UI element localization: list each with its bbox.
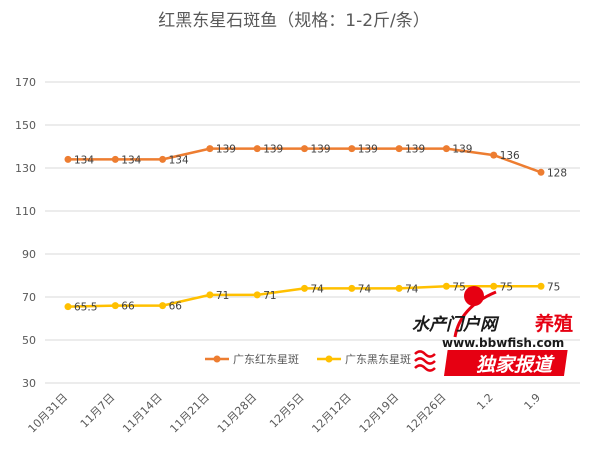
data-label: 71 bbox=[216, 290, 229, 302]
data-label: 134 bbox=[121, 154, 141, 166]
data-point bbox=[490, 151, 498, 159]
data-point bbox=[537, 168, 545, 176]
data-point bbox=[111, 302, 119, 310]
data-label: 74 bbox=[405, 283, 419, 295]
data-label: 139 bbox=[405, 144, 425, 156]
y-tick-label: 170 bbox=[15, 76, 36, 89]
data-label: 75 bbox=[547, 281, 560, 293]
y-tick-label: 70 bbox=[22, 291, 36, 304]
data-point bbox=[395, 145, 403, 153]
logo-url: www.bbwfish.com bbox=[442, 336, 564, 350]
data-point bbox=[348, 145, 356, 153]
watermark-logo: 水产门户网 养殖 www.bbwfish.com 独家报道 bbox=[412, 286, 573, 376]
logo-dot bbox=[464, 286, 484, 306]
data-point bbox=[537, 282, 545, 290]
data-point bbox=[395, 284, 403, 292]
y-tick-label: 150 bbox=[15, 119, 36, 132]
data-point bbox=[348, 284, 356, 292]
data-label: 65.5 bbox=[74, 302, 97, 314]
logo-slogan: 独家报道 bbox=[476, 354, 555, 376]
data-point bbox=[442, 282, 450, 290]
data-label: 128 bbox=[547, 167, 567, 179]
data-label: 66 bbox=[169, 301, 183, 313]
y-tick-label: 110 bbox=[15, 205, 36, 218]
data-label: 66 bbox=[121, 301, 135, 313]
data-label: 74 bbox=[358, 283, 372, 295]
data-label: 71 bbox=[263, 290, 276, 302]
data-point bbox=[159, 155, 167, 163]
data-label: 134 bbox=[74, 154, 94, 166]
series-lines bbox=[64, 145, 545, 311]
data-label: 139 bbox=[358, 144, 378, 156]
data-label: 134 bbox=[169, 154, 189, 166]
data-point bbox=[490, 282, 498, 290]
data-point bbox=[206, 145, 214, 153]
y-tick-label: 50 bbox=[22, 334, 36, 347]
legend-label: 广东红东星斑 bbox=[233, 353, 299, 366]
data-label: 136 bbox=[500, 150, 520, 162]
data-label: 75 bbox=[500, 281, 513, 293]
logo-tag: 养殖 bbox=[534, 312, 573, 335]
data-label: 139 bbox=[216, 144, 236, 156]
data-label: 139 bbox=[263, 144, 283, 156]
y-tick-label: 130 bbox=[15, 162, 36, 175]
data-point bbox=[301, 145, 308, 153]
y-tick-label: 90 bbox=[22, 248, 36, 261]
logo-slogan-bg bbox=[443, 350, 568, 376]
data-labels: 134 134 134 139 139 139 139 139 139 136 128 65.5 66 6… bbox=[74, 144, 567, 314]
chart-title: 红黑东星石斑鱼（规格：1-2斤/条） bbox=[158, 11, 430, 31]
legend-label: 广东黑东星斑 bbox=[345, 353, 411, 366]
data-point bbox=[442, 145, 450, 153]
data-label: 139 bbox=[452, 144, 472, 156]
legend-marker bbox=[213, 355, 221, 363]
legend-marker bbox=[325, 355, 333, 363]
data-label: 75 bbox=[452, 281, 465, 293]
data-point bbox=[253, 291, 261, 299]
data-label: 74 bbox=[311, 283, 325, 295]
logo-wave-icon bbox=[414, 350, 436, 372]
gridlines bbox=[45, 81, 580, 384]
data-point bbox=[253, 145, 261, 153]
logo-swoosh bbox=[453, 290, 497, 338]
y-axis-ticks: 30 50 70 90 110 130 150 170 bbox=[15, 76, 36, 390]
data-point bbox=[64, 303, 72, 311]
data-point bbox=[301, 284, 308, 292]
y-tick-label: 30 bbox=[22, 377, 36, 390]
data-point bbox=[64, 155, 72, 163]
legend: 广东红东星斑 广东黑东星斑 bbox=[205, 353, 411, 366]
logo-site-name: 水产门户网 bbox=[412, 315, 500, 335]
data-label: 139 bbox=[311, 144, 331, 156]
data-point bbox=[159, 302, 167, 310]
data-point bbox=[206, 291, 214, 299]
data-point bbox=[111, 155, 119, 163]
